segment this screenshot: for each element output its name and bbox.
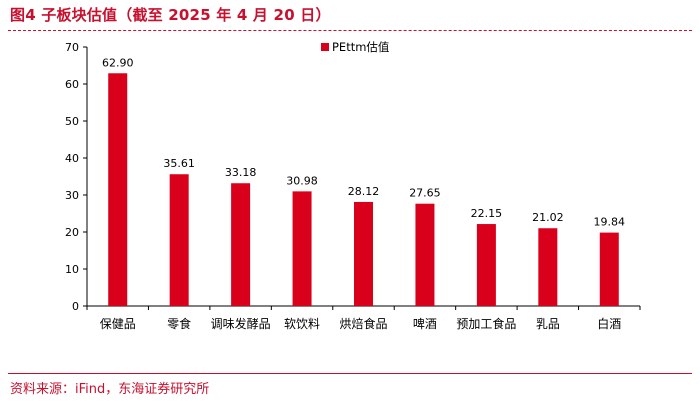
bar xyxy=(476,224,496,306)
x-tick-label: 零食 xyxy=(167,316,191,331)
title-divider xyxy=(8,30,692,31)
data-label: 21.02 xyxy=(532,211,564,224)
y-tick-label: 10 xyxy=(65,263,79,276)
data-label: 33.18 xyxy=(225,166,257,179)
data-label: 62.90 xyxy=(102,56,134,69)
x-tick-label: 保健品 xyxy=(100,317,136,331)
bar xyxy=(415,203,435,306)
y-tick-label: 40 xyxy=(65,152,79,165)
data-label: 35.61 xyxy=(163,157,195,170)
data-label: 28.12 xyxy=(348,185,380,198)
bar-series xyxy=(108,73,619,307)
y-tick-label: 50 xyxy=(65,115,79,128)
x-tick-label: 预加工食品 xyxy=(456,316,516,331)
x-tick-label: 啤酒 xyxy=(413,316,437,331)
bar xyxy=(354,201,373,306)
bar xyxy=(108,73,128,307)
data-label: 30.98 xyxy=(286,174,318,187)
y-tick-label: 0 xyxy=(72,300,79,313)
bar xyxy=(538,228,558,306)
data-label: 19.84 xyxy=(594,216,626,229)
footer-divider xyxy=(8,373,692,374)
y-axis: 0 10 20 30 40 50 60 70 xyxy=(65,41,88,313)
legend: PEttm估值 xyxy=(321,40,390,54)
bar xyxy=(169,174,189,306)
x-tick-label: 软饮料 xyxy=(284,317,320,331)
y-tick-label: 30 xyxy=(65,189,79,202)
x-axis: 保健品 零食 调味发酵品 软饮料 烘焙食品 啤酒 预加工食品 乳品 白酒 xyxy=(86,305,641,331)
x-tick-label: 烘焙食品 xyxy=(339,316,387,331)
bar xyxy=(292,191,312,306)
data-labels: 62.90 35.61 33.18 30.98 28.12 27.65 22.15 21.02… xyxy=(102,56,625,228)
data-label: 27.65 xyxy=(409,187,441,200)
y-tick-label: 70 xyxy=(65,41,79,54)
y-tick-label: 60 xyxy=(65,78,79,91)
data-label: 22.15 xyxy=(471,207,503,220)
x-tick-label: 调味发酵品 xyxy=(211,316,271,331)
y-tick-label: 20 xyxy=(65,226,79,239)
bar xyxy=(599,232,619,306)
figure-title: 图4 子板块估值（截至 2025 年 4 月 20 日） xyxy=(10,6,331,24)
x-tick-label: 白酒 xyxy=(597,316,621,331)
bar xyxy=(231,183,251,306)
legend-label: PEttm估值 xyxy=(332,40,390,54)
legend-swatch xyxy=(321,43,329,51)
source-note: 资料来源：iFind，东海证券研究所 xyxy=(10,382,210,397)
x-tick-label: 乳品 xyxy=(536,317,560,331)
